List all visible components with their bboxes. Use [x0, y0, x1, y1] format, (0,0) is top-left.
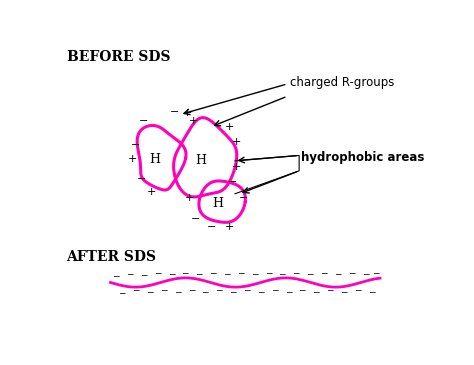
Text: −: − — [239, 193, 248, 203]
Text: −: − — [299, 286, 306, 295]
Text: −: − — [312, 287, 320, 296]
Text: charged R-groups: charged R-groups — [290, 76, 394, 89]
Text: +: + — [185, 193, 194, 203]
Text: −: − — [228, 177, 237, 187]
Text: −: − — [257, 287, 264, 296]
Text: −: − — [207, 222, 216, 232]
Text: −: − — [215, 286, 223, 295]
Text: +: + — [231, 162, 241, 172]
Text: BEFORE SDS: BEFORE SDS — [66, 50, 170, 64]
Text: −: − — [306, 269, 314, 278]
Text: −: − — [191, 214, 200, 224]
Text: H: H — [212, 197, 223, 211]
Text: −: − — [195, 269, 203, 278]
Text: −: − — [118, 288, 126, 297]
Text: H: H — [149, 153, 160, 166]
Text: −: − — [334, 269, 341, 278]
Text: −: − — [251, 269, 258, 278]
Text: −: − — [160, 286, 167, 295]
Text: −: − — [131, 141, 141, 150]
Text: −: − — [354, 286, 361, 295]
Text: −: − — [132, 286, 140, 295]
Text: +: + — [225, 122, 235, 132]
Text: +: + — [183, 108, 192, 118]
Text: −: − — [340, 287, 347, 296]
Text: H: H — [195, 154, 206, 167]
Text: +: + — [189, 116, 198, 126]
Text: +: + — [128, 154, 137, 164]
Text: −: − — [362, 269, 369, 278]
Text: −: − — [140, 270, 147, 279]
Text: −: − — [126, 269, 134, 278]
Text: −: − — [264, 268, 272, 277]
Text: −: − — [348, 268, 355, 277]
Text: −: − — [139, 116, 148, 126]
Text: −: − — [209, 268, 217, 277]
Text: −: − — [320, 268, 328, 277]
Text: −: − — [368, 287, 375, 296]
Text: −: − — [182, 268, 189, 277]
Text: −: − — [146, 287, 154, 296]
Text: AFTER SDS: AFTER SDS — [66, 250, 156, 264]
Text: −: − — [284, 287, 292, 296]
Text: −: − — [373, 268, 380, 277]
Text: +: + — [146, 187, 156, 197]
Text: −: − — [188, 286, 195, 295]
Text: −: − — [223, 269, 230, 278]
Text: −: − — [154, 268, 161, 277]
Text: −: − — [237, 268, 245, 277]
Text: −: − — [137, 173, 146, 184]
Text: −: − — [170, 107, 179, 116]
Text: −: − — [278, 269, 286, 278]
Text: −: − — [201, 287, 209, 296]
Text: −: − — [271, 286, 278, 295]
Text: −: − — [243, 286, 251, 295]
Text: +: + — [225, 222, 235, 232]
Text: −: − — [112, 271, 119, 280]
Text: hydrophobic areas: hydrophobic areas — [301, 151, 425, 164]
Text: −: − — [168, 269, 175, 278]
Text: +: + — [231, 137, 241, 147]
Text: −: − — [326, 286, 334, 295]
Text: −: − — [229, 287, 237, 296]
Text: −: − — [174, 287, 181, 296]
Text: −: − — [292, 268, 300, 277]
